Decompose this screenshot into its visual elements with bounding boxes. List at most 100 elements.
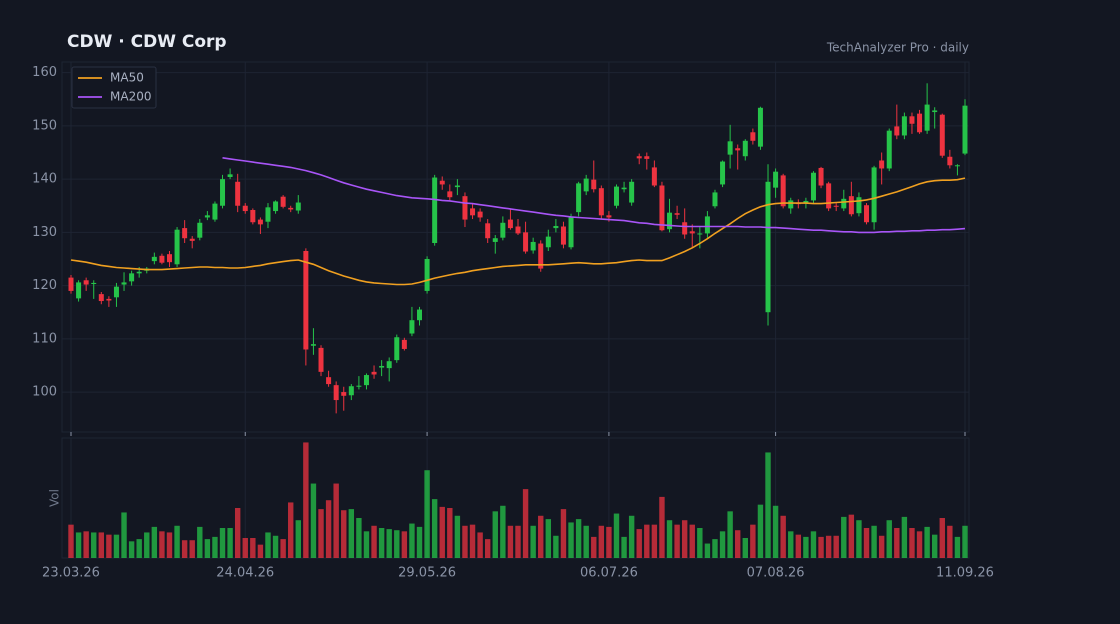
volume-bar xyxy=(848,514,855,558)
candle-body xyxy=(121,282,127,285)
volume-bar xyxy=(735,530,741,558)
candle-body xyxy=(220,179,226,206)
candle-body xyxy=(447,191,453,198)
volume-bar xyxy=(522,489,529,558)
volume-bar xyxy=(106,534,112,558)
volume-bar xyxy=(288,502,294,558)
volume-bar xyxy=(939,518,945,558)
volume-bar xyxy=(394,530,400,558)
volume-bar xyxy=(818,536,824,558)
volume-bar xyxy=(560,509,567,558)
volume-bar xyxy=(189,540,195,558)
candle-body xyxy=(947,156,953,166)
volume-bar xyxy=(575,519,582,558)
candle-body xyxy=(826,183,832,209)
candle-body xyxy=(871,167,877,223)
candle-body xyxy=(636,156,642,159)
volume-bar xyxy=(636,529,642,558)
volume-bar xyxy=(598,525,605,558)
volume-bar xyxy=(901,516,908,558)
volume-bar xyxy=(954,536,961,558)
candle-body xyxy=(560,226,566,245)
candle-body xyxy=(810,172,816,201)
candle-body xyxy=(591,179,597,190)
volume-bar xyxy=(712,539,718,558)
y-tick-label: 130 xyxy=(32,225,57,240)
candle-body xyxy=(212,203,218,220)
volume-bar xyxy=(181,540,188,558)
volume-bar xyxy=(348,509,355,558)
candle-body xyxy=(166,254,172,263)
volume-bar xyxy=(409,523,415,558)
volume-bar xyxy=(947,525,953,558)
volume-bar xyxy=(871,525,877,558)
candle-body xyxy=(356,385,362,387)
volume-bar xyxy=(841,516,847,558)
candle-body xyxy=(939,114,945,156)
volume-bar xyxy=(136,539,142,558)
volume-bar xyxy=(568,522,574,558)
candle-body xyxy=(394,337,400,361)
volume-bar xyxy=(204,539,211,558)
volume-bar xyxy=(591,536,597,558)
candle-body xyxy=(280,196,286,207)
volume-bar xyxy=(666,520,673,558)
candle-body xyxy=(326,377,332,385)
candle-body xyxy=(500,222,506,238)
candle-body xyxy=(917,113,923,133)
volume-bar xyxy=(651,524,658,558)
legend-label: MA50 xyxy=(110,71,144,85)
candle-body xyxy=(856,197,862,214)
volume-bar xyxy=(780,515,786,558)
volume-bar xyxy=(863,528,870,558)
candle-body xyxy=(288,207,294,210)
volume-bar xyxy=(924,526,930,558)
volume-bar xyxy=(681,520,688,558)
volume-bar xyxy=(219,528,226,558)
candle-body xyxy=(598,188,604,216)
volume-bar xyxy=(795,534,802,558)
volume-bar xyxy=(401,531,408,558)
volume-bar xyxy=(803,536,809,558)
candle-body xyxy=(644,156,650,159)
volume-bar xyxy=(310,483,317,558)
candle-body xyxy=(750,132,756,141)
y-tick-label: 120 xyxy=(32,278,57,293)
volume-bar xyxy=(628,515,635,558)
volume-bar xyxy=(477,532,483,558)
volume-bar xyxy=(484,539,491,558)
x-tick-label: 23.03.26 xyxy=(42,566,100,581)
volume-bar xyxy=(719,531,726,558)
candle-body xyxy=(273,201,279,212)
candle-body xyxy=(174,229,180,265)
volume-bar xyxy=(507,525,514,558)
candle-body xyxy=(98,294,104,302)
volume-bar xyxy=(378,528,385,558)
candle-body xyxy=(235,181,241,206)
candle-body xyxy=(432,177,438,244)
candle-body xyxy=(735,148,741,151)
volume-bar xyxy=(553,535,559,558)
candle-body xyxy=(303,250,309,350)
volume-bar xyxy=(856,520,862,558)
volume-bar xyxy=(257,544,264,558)
candle-body xyxy=(553,225,559,229)
volume-bar xyxy=(469,524,476,558)
volume-bar xyxy=(447,508,453,558)
volume-bar xyxy=(341,510,347,558)
volume-bar xyxy=(894,528,900,558)
volume-bar xyxy=(431,499,438,558)
volume-bar xyxy=(144,532,150,558)
volume-bar xyxy=(916,531,923,558)
chart-title: CDW · CDW Corp xyxy=(67,32,227,52)
candle-body xyxy=(204,215,210,218)
candle-body xyxy=(651,167,657,186)
volume-bar xyxy=(492,511,498,558)
volume-bar xyxy=(128,541,135,558)
volume-bar xyxy=(159,531,165,558)
volume-bar xyxy=(416,526,423,558)
volume-bar xyxy=(674,524,680,558)
volume-bar xyxy=(265,532,271,558)
candle-body xyxy=(265,207,271,222)
volume-bar xyxy=(909,528,915,558)
